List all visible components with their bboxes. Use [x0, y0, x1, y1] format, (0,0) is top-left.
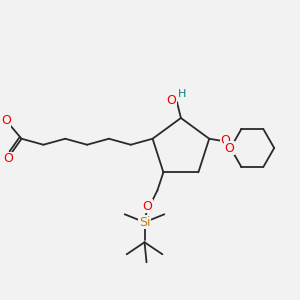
Text: O: O — [4, 152, 14, 165]
Text: Si: Si — [139, 216, 150, 229]
Text: O: O — [225, 142, 235, 154]
Text: O: O — [142, 200, 152, 213]
Text: O: O — [166, 94, 176, 106]
Text: O: O — [1, 114, 10, 127]
Text: O: O — [220, 134, 230, 147]
Text: H: H — [178, 89, 186, 99]
